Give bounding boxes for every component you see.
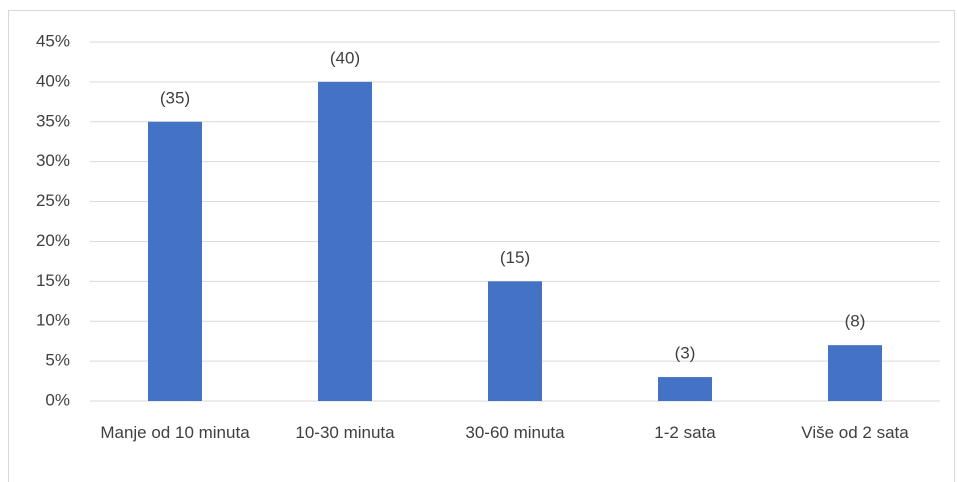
y-tick-label: 30% <box>36 151 70 170</box>
y-tick-label: 5% <box>45 351 70 370</box>
x-tick-label: Manje od 10 minuta <box>100 423 250 442</box>
bar <box>488 281 542 401</box>
x-tick-label: 30-60 minuta <box>465 423 565 442</box>
y-tick-label: 0% <box>45 390 70 409</box>
y-tick-label: 35% <box>36 111 70 130</box>
x-tick-label: Više od 2 sata <box>801 423 909 442</box>
bar-annotation: (8) <box>845 312 866 331</box>
bar <box>828 345 882 401</box>
bar-annotation: (40) <box>330 48 360 67</box>
y-tick-label: 15% <box>36 271 70 290</box>
x-tick-label: 1-2 sata <box>654 423 716 442</box>
y-tick-label: 40% <box>36 71 70 90</box>
y-tick-label: 20% <box>36 231 70 250</box>
bar-annotation: (35) <box>160 88 190 107</box>
bar <box>318 81 372 401</box>
bar <box>658 377 712 401</box>
bar <box>148 121 202 402</box>
chart-frame <box>8 10 955 482</box>
y-tick-label: 10% <box>36 311 70 330</box>
y-tick-label: 45% <box>36 31 70 50</box>
bar-annotation: (3) <box>675 344 696 363</box>
x-tick-label: 10-30 minuta <box>295 423 395 442</box>
y-tick-label: 25% <box>36 191 70 210</box>
bar-annotation: (15) <box>500 248 530 267</box>
